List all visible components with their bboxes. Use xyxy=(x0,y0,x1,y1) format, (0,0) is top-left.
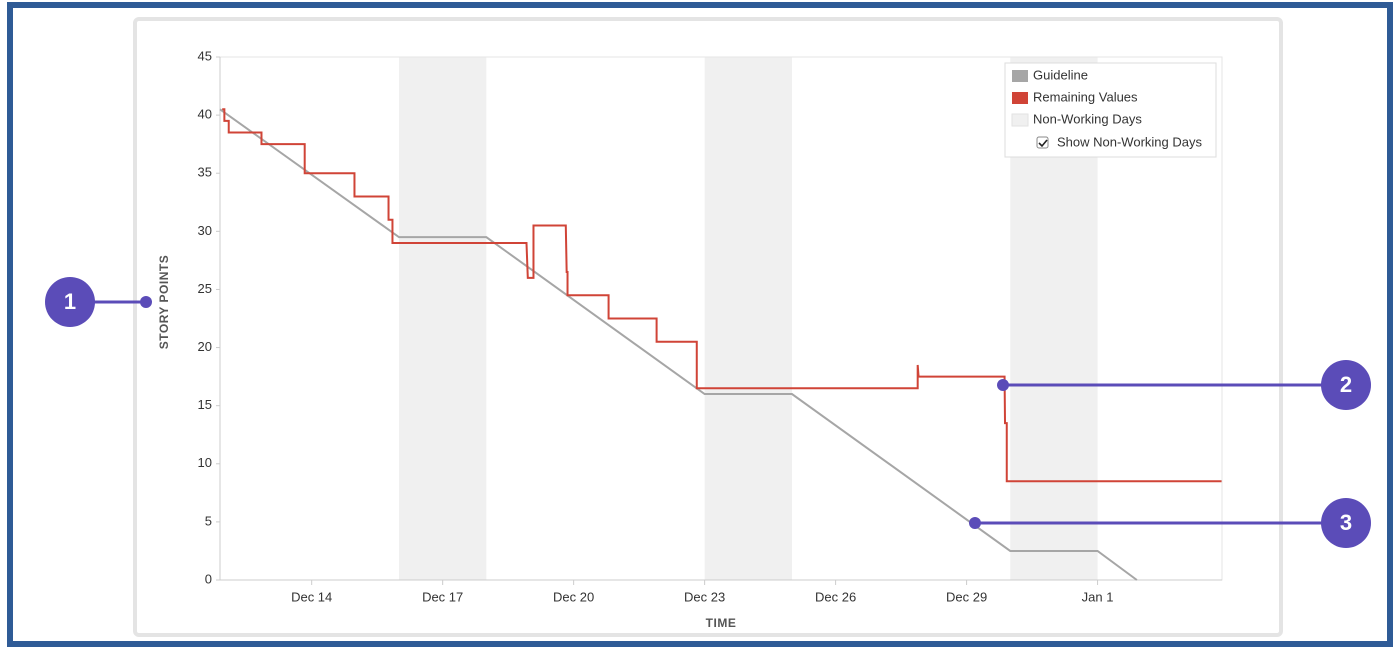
legend-label[interactable]: Non-Working Days xyxy=(1033,111,1142,126)
lines-layer xyxy=(219,108,1222,581)
y-tick-label: 0 xyxy=(205,571,212,586)
y-tick-label: 35 xyxy=(198,165,212,180)
annotation-badge xyxy=(1321,498,1371,548)
non-working-band xyxy=(399,57,487,580)
x-tick-label: Dec 17 xyxy=(422,589,463,604)
annotation-dot xyxy=(140,296,152,308)
legend: Guideline Remaining Values Non-Working Day… xyxy=(1004,62,1217,158)
annotations: 1 2 3 xyxy=(45,277,1371,548)
x-tick-label: Jan 1 xyxy=(1082,589,1114,604)
y-tick-label: 15 xyxy=(198,397,212,412)
annotation-number: 1 xyxy=(64,289,76,314)
y-tick-label: 30 xyxy=(198,223,212,238)
y-tick-label: 20 xyxy=(198,339,212,354)
annotation-number: 3 xyxy=(1340,510,1352,535)
checkbox[interactable] xyxy=(1036,136,1049,149)
y-tick-label: 45 xyxy=(198,48,212,63)
legend-swatch[interactable] xyxy=(1011,113,1029,127)
axes-layer: 0 5 10 15 20 25 30 35 40 45 Dec 14 Dec 17 Dec 20 Dec … xyxy=(198,48,1223,604)
annotation-dot xyxy=(997,379,1009,391)
annotation-badge xyxy=(1321,360,1371,410)
x-axis-title: TIME xyxy=(706,616,737,630)
legend-swatch[interactable] xyxy=(1012,70,1028,82)
series-line xyxy=(219,108,1138,581)
y-tick-label: 5 xyxy=(205,513,212,528)
y-tick-label: 40 xyxy=(198,107,212,122)
annotation-dot xyxy=(969,517,981,529)
checkbox-tick xyxy=(1038,139,1048,148)
annotation-number: 2 xyxy=(1340,372,1352,397)
x-tick-label: Dec 26 xyxy=(815,589,856,604)
y-tick-label: 10 xyxy=(198,455,212,470)
legend-swatch[interactable] xyxy=(1012,92,1028,104)
checkbox-label[interactable]: Show Non-Working Days xyxy=(1057,134,1202,149)
x-tick-label: Dec 14 xyxy=(291,589,332,604)
x-tick-label: Dec 23 xyxy=(684,589,725,604)
legend-label[interactable]: Remaining Values xyxy=(1033,89,1138,104)
y-axis-title: STORY POINTS xyxy=(157,255,171,349)
series-line xyxy=(222,108,1222,483)
non-working-band xyxy=(704,57,792,580)
annotation-badge xyxy=(45,277,95,327)
y-tick-label: 25 xyxy=(198,281,212,296)
legend-label[interactable]: Guideline xyxy=(1033,67,1088,82)
x-tick-label: Dec 29 xyxy=(946,589,987,604)
x-tick-label: Dec 20 xyxy=(553,589,594,604)
